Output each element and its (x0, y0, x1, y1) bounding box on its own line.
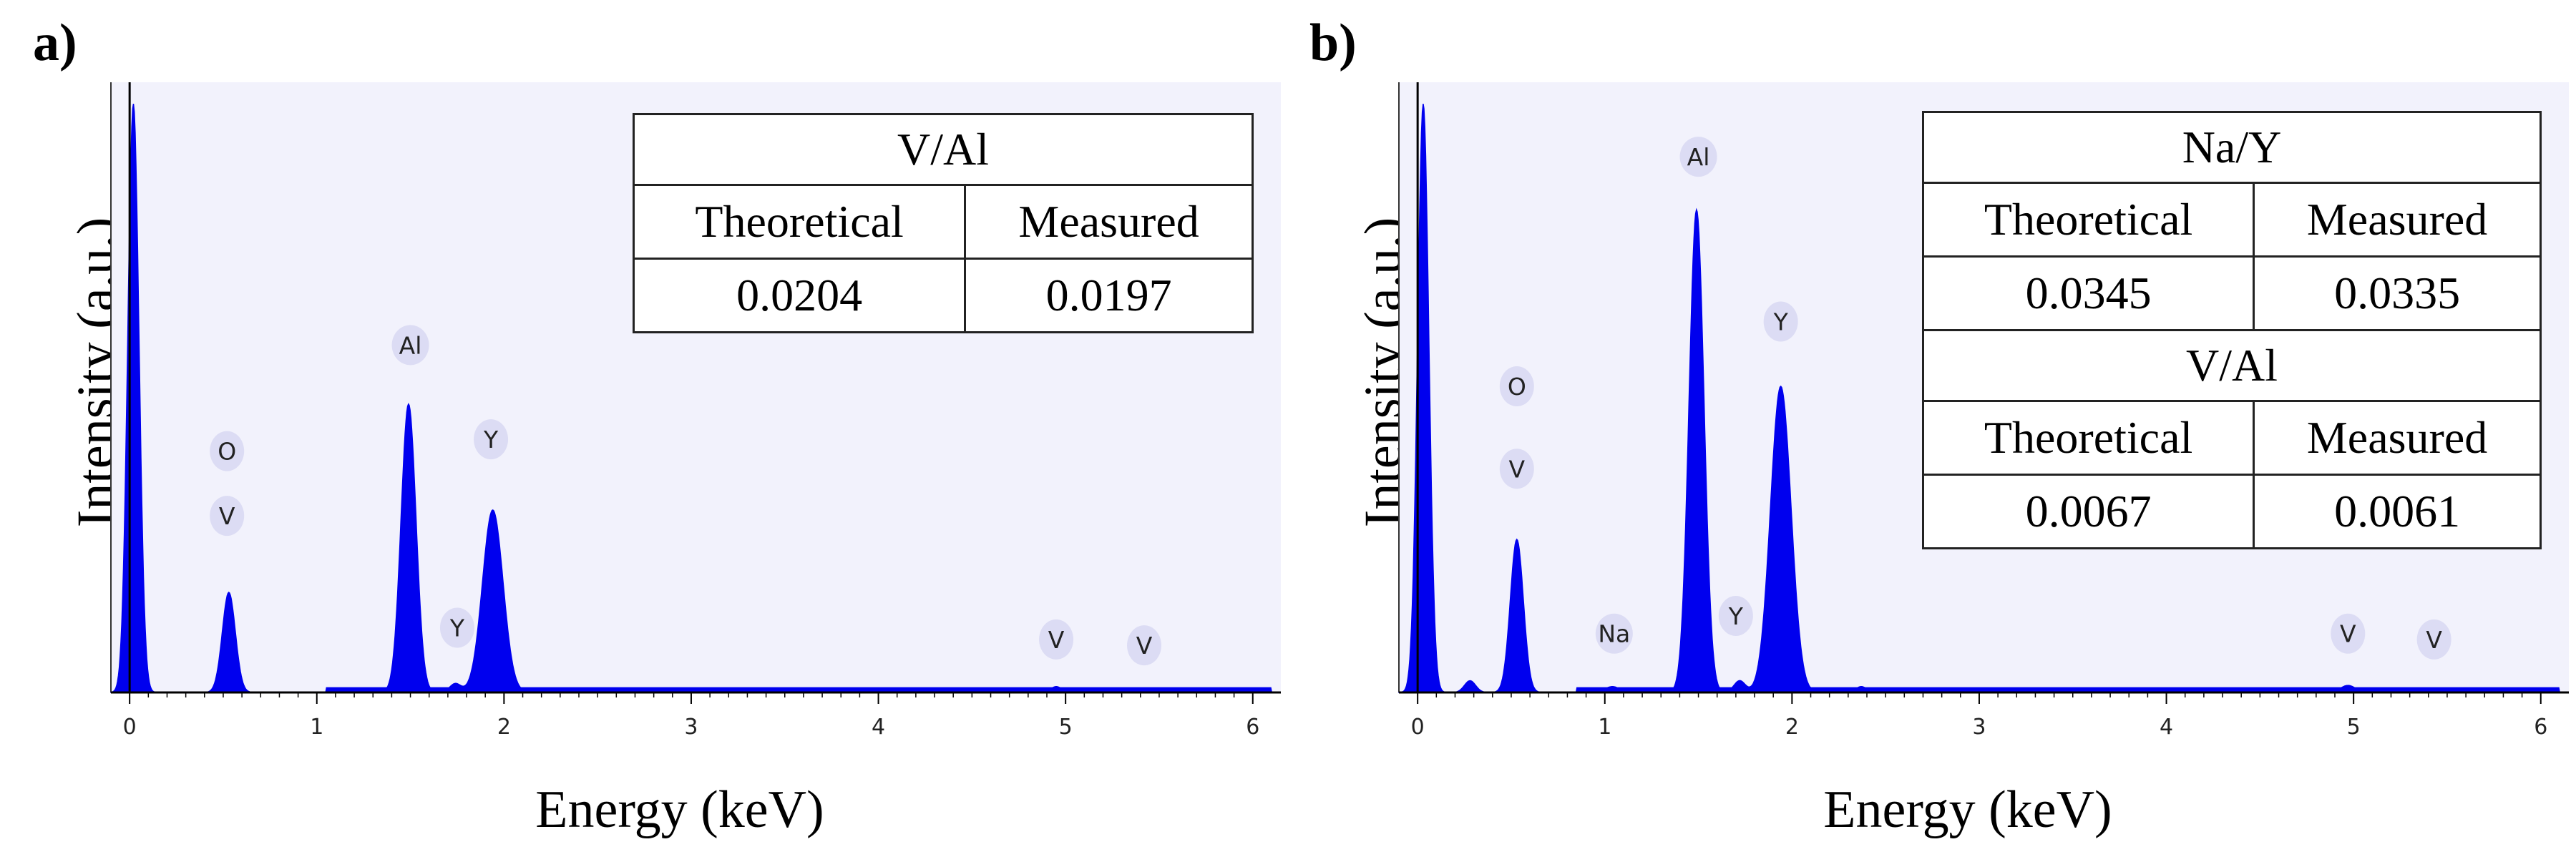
peak-label-6: V (2340, 620, 2356, 648)
table-b2-value-theoretical: 0.0067 (1921, 474, 2255, 549)
x-tick-label-6: 6 (1246, 715, 1259, 740)
x-tick-label-4: 4 (872, 715, 885, 740)
peak-label-bubble-0 (1499, 366, 1534, 407)
peak-label-bubble-3 (439, 607, 474, 648)
table-a1-value-measured: 0.0197 (964, 258, 1254, 333)
peak-label-bubble-1 (1499, 449, 1534, 489)
table-a1-header-measured: Measured (964, 184, 1254, 260)
peak-label-3: Al (1687, 143, 1710, 171)
peak-label-1: V (1509, 455, 1526, 483)
peak-label-bubble-6 (1127, 625, 1162, 666)
peak-label-bubble-6 (2331, 613, 2366, 654)
peak-label-2: Na (1598, 620, 1630, 648)
peak-label-bubble-7 (2416, 619, 2451, 660)
peak-label-bubble-2 (391, 325, 429, 366)
x-tick-label-3: 3 (1972, 715, 1986, 740)
x-tick-label-4: 4 (2160, 715, 2173, 740)
peak-label-bubble-4 (1718, 596, 1753, 637)
table-a1-value-theoretical: 0.0204 (632, 258, 967, 333)
x-tick-label-2: 2 (497, 715, 511, 740)
peak-label-5: Y (1773, 308, 1789, 336)
spectrum-trace (1398, 103, 2569, 693)
table-b1-value-theoretical: 0.0345 (1921, 255, 2255, 331)
peak-label-bubble-4 (474, 419, 509, 460)
x-tick-label-2: 2 (1785, 715, 1799, 740)
panel-a-ratio-table: V/Al Theoretical Measured 0.0204 0.0197 (632, 113, 1254, 333)
peak-label-0: O (218, 438, 236, 466)
peak-label-0: O (1508, 373, 1526, 401)
peak-label-bubble-1 (210, 496, 245, 537)
peak-label-7: V (2426, 626, 2442, 654)
x-tick-label-0: 0 (123, 715, 137, 740)
peak-label-bubble-2 (1595, 613, 1633, 654)
table-a1-header-theoretical: Theoretical (632, 184, 967, 260)
table-b2-header-theoretical: Theoretical (1921, 400, 2255, 476)
peak-label-4: Y (1728, 602, 1744, 630)
peak-label-5: V (1048, 626, 1065, 654)
x-tick-label-1: 1 (310, 715, 323, 740)
x-tick-label-1: 1 (1598, 715, 1611, 740)
table-b1-header-measured: Measured (2253, 182, 2542, 258)
panel-b-label: b) (1309, 14, 1357, 72)
table-a1-title: V/Al (633, 113, 1254, 186)
peak-label-bubble-3 (1679, 137, 1717, 177)
peak-label-1: V (219, 502, 235, 530)
table-b2-value-measured: 0.0061 (2253, 474, 2542, 549)
peak-label-6: V (1136, 632, 1153, 660)
peak-label-bubble-0 (210, 431, 245, 471)
panel-a-label: a) (33, 14, 77, 72)
x-tick-label-5: 5 (2347, 715, 2361, 740)
table-b2-header-measured: Measured (2253, 400, 2542, 476)
x-tick-label-0: 0 (1411, 715, 1425, 740)
table-b2-title: V/Al (1922, 329, 2542, 402)
x-tick-label-3: 3 (684, 715, 698, 740)
x-tick-label-6: 6 (2534, 715, 2547, 740)
panel-b-xlabel: Energy (keV) (1823, 780, 2112, 839)
peak-label-4: Y (483, 426, 499, 454)
x-tick-label-5: 5 (1059, 715, 1073, 740)
panel-b-ratio-table: Na/Y Theoretical Measured 0.0345 0.0335 … (1921, 111, 2542, 549)
peak-label-3: Y (449, 614, 465, 642)
table-b1-header-theoretical: Theoretical (1921, 182, 2255, 258)
peak-label-bubble-5 (1039, 619, 1074, 660)
panel-a-xlabel: Energy (keV) (535, 780, 824, 839)
table-b1-value-measured: 0.0335 (2253, 255, 2542, 331)
table-b1-title: Na/Y (1922, 111, 2542, 184)
peak-label-bubble-5 (1763, 301, 1798, 342)
peak-label-2: Al (399, 331, 422, 359)
